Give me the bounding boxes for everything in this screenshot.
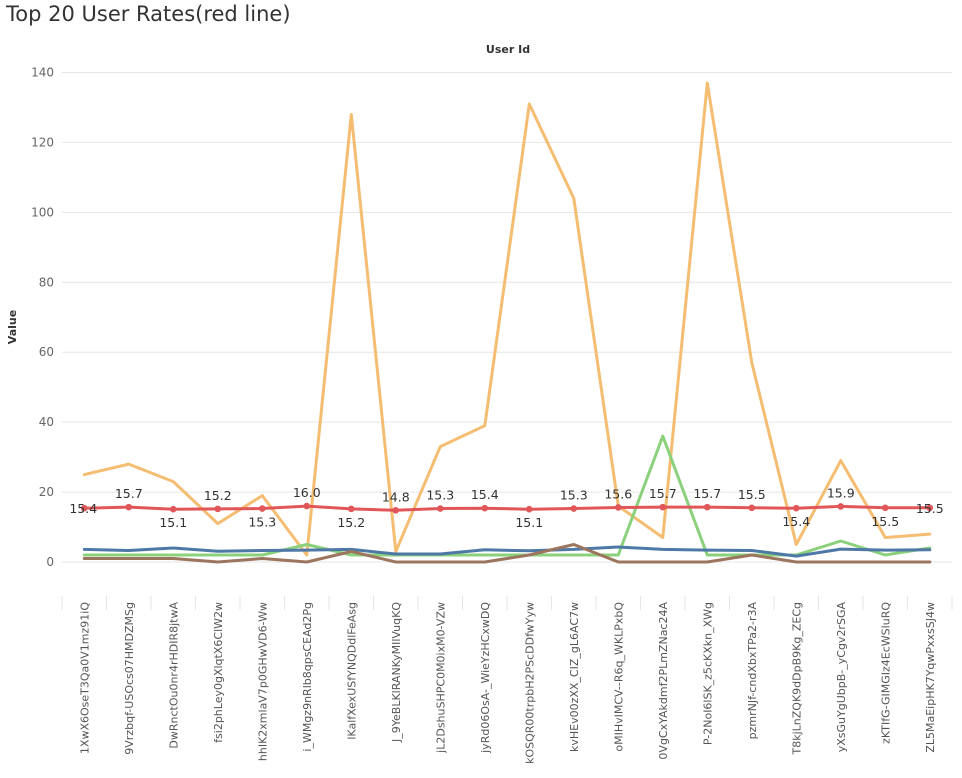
y-axis-title: Value bbox=[6, 310, 19, 344]
data-label: 15.3 bbox=[560, 488, 588, 503]
data-label: 16.0 bbox=[293, 485, 321, 500]
data-point bbox=[659, 503, 667, 511]
x-tick-label: lKalfXexUSfYNQDdlFeAsg bbox=[345, 602, 358, 740]
data-label: 15.7 bbox=[115, 486, 143, 501]
series-line-brown bbox=[82, 543, 932, 564]
data-point bbox=[525, 505, 533, 513]
data-point bbox=[703, 503, 711, 511]
data-label: 15.5 bbox=[738, 487, 766, 502]
chart-title: Top 20 User Rates(red line) bbox=[6, 2, 291, 26]
x-tick-label: DwRnctOu0nr4rHDIR8jtwA bbox=[167, 602, 180, 749]
x-tick-label: J_9YeBLKlRANKyMIlVuqKQ bbox=[390, 602, 403, 743]
x-tick-label: P-2NoI6lSK_z5cKXkn_XWg bbox=[701, 602, 714, 745]
grid-lines bbox=[61, 71, 953, 610]
data-label: 15.1 bbox=[515, 515, 543, 530]
data-point bbox=[570, 505, 578, 512]
y-tick-label: 140 bbox=[31, 65, 54, 79]
x-tick-label: yXsGuYgUbpB-_yCgv2rSGA bbox=[835, 602, 848, 753]
data-point bbox=[837, 503, 845, 510]
series-line-red bbox=[82, 504, 932, 512]
data-point bbox=[881, 504, 889, 512]
y-tick-label: 80 bbox=[39, 275, 54, 289]
data-point bbox=[125, 503, 133, 511]
data-point bbox=[926, 504, 934, 512]
x-tick-label: pzmrNJf-cndXbxTPa2-r3A bbox=[746, 602, 759, 740]
x-tick-label: jyRd06OsA-_WieYzHCxwDQ bbox=[479, 602, 492, 754]
data-label: 15.4 bbox=[69, 501, 97, 516]
data-label: 15.2 bbox=[337, 515, 365, 530]
x-tick-label: 9Vrzbqf-USOcs07HMDZMSg bbox=[123, 602, 136, 755]
x-tick-label: fsi2phLey0gXlqtX6ClW2w bbox=[212, 602, 225, 743]
x-tick-label: jL2DshuSHPC0M0ixM0-VZw bbox=[434, 602, 447, 754]
data-label: 15.4 bbox=[782, 514, 810, 529]
data-labels: 15.4 15.7 15.1 15.2 15.3 16.0 15.2 14.8 15.3 15.4… bbox=[69, 485, 943, 530]
data-point bbox=[169, 505, 177, 513]
x-axis-title: User Id bbox=[486, 43, 530, 56]
data-label: 15.5 bbox=[871, 514, 899, 529]
data-point bbox=[303, 502, 311, 510]
series-lines bbox=[82, 81, 932, 564]
data-point bbox=[214, 505, 222, 513]
data-label: 15.5 bbox=[916, 501, 944, 516]
data-point bbox=[258, 505, 266, 512]
data-label: 15.6 bbox=[604, 486, 632, 501]
data-point bbox=[392, 506, 400, 514]
data-label: 14.8 bbox=[382, 489, 410, 504]
data-label: 15.7 bbox=[649, 486, 677, 501]
y-axis-ticks: 0 20 40 60 80 100 120 140 bbox=[31, 65, 54, 569]
data-label: 15.7 bbox=[693, 486, 721, 501]
x-tick-label: 0VgCxYAkdmf2PLmZNac24A bbox=[657, 602, 670, 760]
x-tick-label: T8kjLnZQK9dDpB9Kg_ZECg bbox=[790, 602, 803, 755]
x-axis-ticks: 1XwX6OseT3Qa0V1mz91iQ 9Vrzbqf-USOcs07HMDZ… bbox=[78, 602, 937, 764]
series-line-blue bbox=[82, 545, 932, 558]
x-tick-label: oMIHvIMCV--R6q_WKLPxbQ bbox=[612, 602, 625, 752]
y-tick-label: 40 bbox=[39, 415, 54, 429]
data-label: 15.4 bbox=[471, 487, 499, 502]
data-label: 15.2 bbox=[204, 488, 232, 503]
x-tick-label: 1XwX6OseT3Qa0V1mz91iQ bbox=[78, 602, 91, 754]
x-tick-label: ZL5MaEipHK7YqwPxxsSJ4w bbox=[924, 602, 937, 753]
x-tick-label: i_WMgz9nRlb8qpsCEAd2Pg bbox=[301, 602, 314, 752]
data-point bbox=[614, 504, 622, 511]
data-label: 15.3 bbox=[426, 488, 454, 503]
data-point bbox=[481, 504, 489, 512]
data-label: 15.3 bbox=[248, 515, 276, 530]
data-point bbox=[80, 504, 88, 512]
data-point bbox=[347, 505, 355, 513]
y-tick-label: 0 bbox=[46, 555, 54, 569]
y-tick-label: 20 bbox=[39, 485, 54, 499]
y-tick-label: 120 bbox=[31, 135, 54, 149]
series-points bbox=[80, 502, 934, 514]
data-point bbox=[748, 504, 756, 512]
data-label: 15.1 bbox=[159, 515, 187, 530]
y-tick-label: 100 bbox=[31, 205, 54, 219]
x-tick-label: hhIK2xmlaV7p0GHwVD6-Ww bbox=[256, 602, 269, 761]
y-tick-label: 60 bbox=[39, 345, 54, 359]
series-line-orange bbox=[82, 81, 932, 557]
x-tick-label: zKTIfG-GIMGIz4EcWSluRQ bbox=[879, 602, 892, 744]
data-point bbox=[792, 504, 800, 512]
data-point bbox=[436, 505, 444, 512]
data-label: 15.9 bbox=[827, 485, 855, 500]
x-tick-label: kOSQR00trpbH2PScDDfwYyw bbox=[523, 602, 536, 764]
x-tick-label: kvHEv00zXX_CIZ_gL6AC7w bbox=[568, 602, 581, 752]
